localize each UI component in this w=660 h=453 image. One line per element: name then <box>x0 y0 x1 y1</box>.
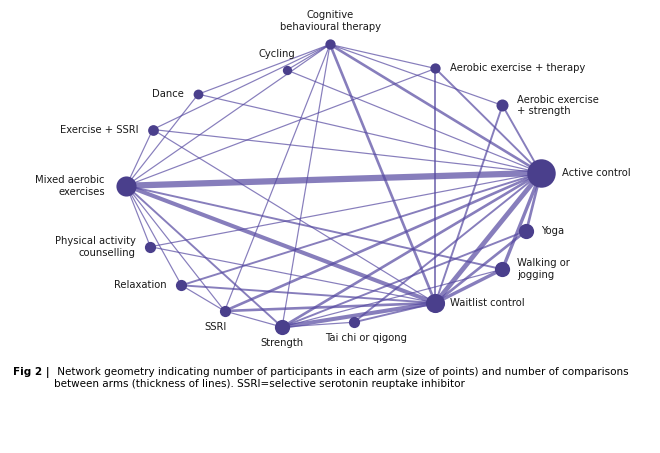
Point <box>145 243 156 251</box>
Point <box>219 308 230 315</box>
Point <box>521 227 532 234</box>
Point <box>176 282 187 289</box>
Text: Strength: Strength <box>261 338 304 348</box>
Text: Cognitive
behavioural therapy: Cognitive behavioural therapy <box>279 10 381 32</box>
Text: Cycling: Cycling <box>259 49 296 59</box>
Text: Walking or
jogging: Walking or jogging <box>517 259 570 280</box>
Point <box>348 318 359 326</box>
Point <box>535 169 546 177</box>
Point <box>325 41 335 48</box>
Point <box>497 265 508 273</box>
Text: Mixed aerobic
exercises: Mixed aerobic exercises <box>36 175 105 197</box>
Point <box>193 91 203 98</box>
Text: Physical activity
counselling: Physical activity counselling <box>55 236 136 258</box>
Point <box>121 182 131 189</box>
Point <box>147 126 158 133</box>
Text: Yoga: Yoga <box>541 226 564 236</box>
Point <box>430 65 441 72</box>
Point <box>497 102 508 109</box>
Text: Waitlist control: Waitlist control <box>449 298 525 308</box>
Text: Exercise + SSRI: Exercise + SSRI <box>60 125 139 135</box>
Point <box>282 67 292 74</box>
Text: SSRI: SSRI <box>204 322 226 332</box>
Text: Aerobic exercise
+ strength: Aerobic exercise + strength <box>517 95 599 116</box>
Text: Tai chi or qigong: Tai chi or qigong <box>325 333 407 343</box>
Text: Aerobic exercise + therapy: Aerobic exercise + therapy <box>449 63 585 73</box>
Text: Fig 2 |: Fig 2 | <box>13 367 50 378</box>
Text: Active control: Active control <box>562 168 631 178</box>
Text: Dance: Dance <box>152 89 184 99</box>
Point <box>277 323 287 331</box>
Point <box>430 299 441 307</box>
Text: Relaxation: Relaxation <box>114 280 167 290</box>
Text: Network geometry indicating number of participants in each arm (size of points) : Network geometry indicating number of pa… <box>54 367 629 389</box>
